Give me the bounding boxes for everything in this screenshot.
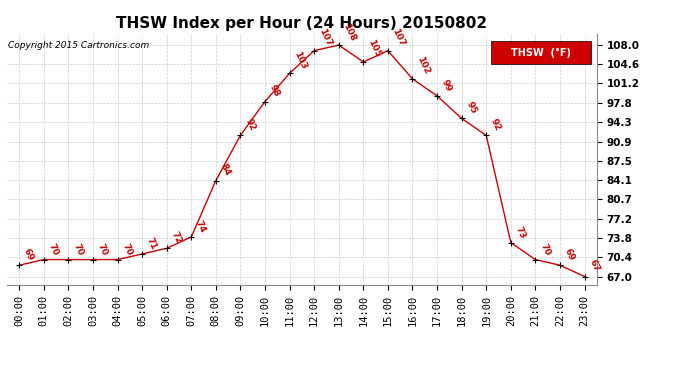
- Text: 99: 99: [440, 78, 453, 93]
- Title: THSW Index per Hour (24 Hours) 20150802: THSW Index per Hour (24 Hours) 20150802: [117, 16, 487, 31]
- Text: 105: 105: [366, 39, 382, 59]
- Text: THSW  (°F): THSW (°F): [511, 48, 571, 58]
- Text: 84: 84: [219, 162, 232, 178]
- Text: 107: 107: [317, 27, 333, 48]
- Text: 69: 69: [563, 247, 576, 262]
- Text: 92: 92: [243, 117, 257, 133]
- Text: 70: 70: [538, 242, 551, 257]
- Text: 98: 98: [268, 84, 282, 99]
- Text: 107: 107: [391, 27, 407, 48]
- Text: 72: 72: [170, 230, 183, 246]
- Text: 70: 70: [120, 242, 134, 257]
- Text: 67: 67: [587, 258, 601, 274]
- Text: 92: 92: [489, 117, 502, 133]
- Text: Copyright 2015 Cartronics.com: Copyright 2015 Cartronics.com: [8, 41, 149, 50]
- Text: 73: 73: [513, 225, 527, 240]
- Text: 102: 102: [415, 56, 431, 76]
- Text: 95: 95: [464, 100, 478, 116]
- FancyBboxPatch shape: [491, 41, 591, 64]
- Text: 69: 69: [22, 247, 35, 262]
- Text: 70: 70: [71, 242, 85, 257]
- Text: 71: 71: [145, 236, 159, 251]
- Text: 70: 70: [96, 242, 109, 257]
- Text: 74: 74: [194, 219, 208, 234]
- Text: 103: 103: [293, 50, 308, 70]
- Text: 108: 108: [342, 22, 357, 42]
- Text: 70: 70: [46, 242, 60, 257]
